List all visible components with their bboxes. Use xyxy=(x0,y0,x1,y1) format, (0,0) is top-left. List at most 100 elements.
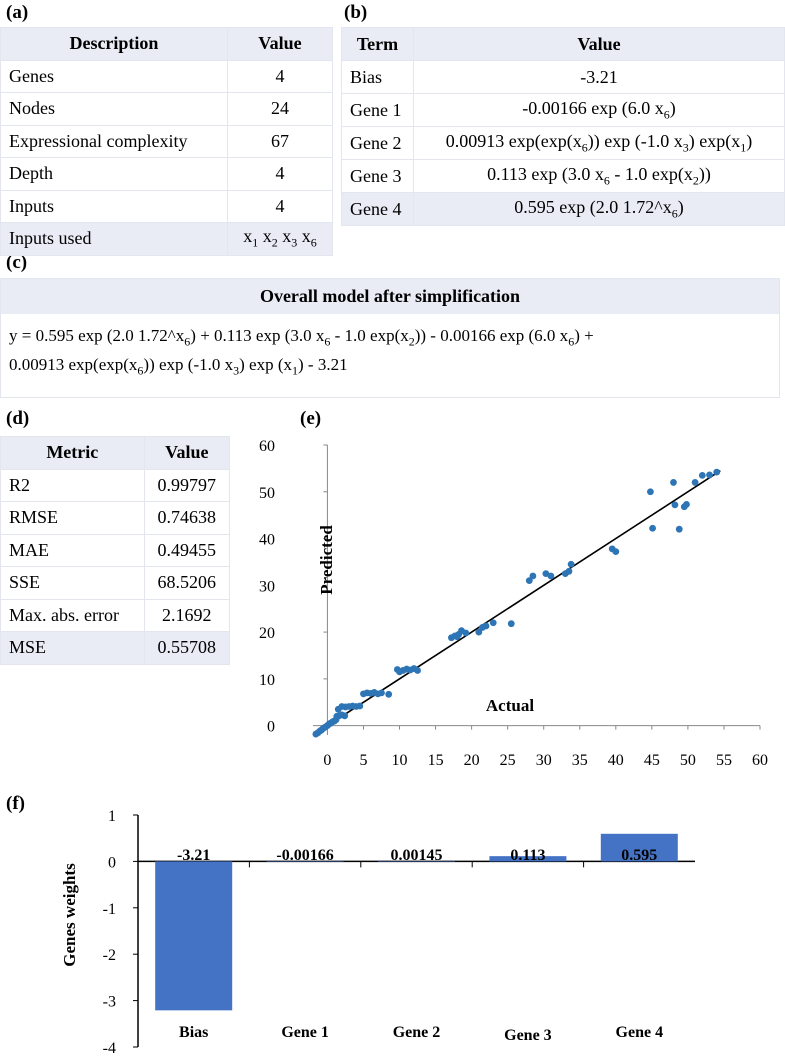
x-tick-label: 5 xyxy=(359,752,367,769)
data-point xyxy=(525,577,533,585)
data-point xyxy=(612,548,620,556)
bar-category-label: Bias xyxy=(179,1024,208,1041)
data-point xyxy=(670,479,677,486)
metric-label: Max. abs. error xyxy=(0,598,145,632)
x-tick-label: 40 xyxy=(608,752,624,769)
row-label: Expressional complexity xyxy=(0,124,228,158)
bar-data-label: -0.00166 xyxy=(276,847,333,864)
data-point xyxy=(706,471,713,479)
panel-label-e: (e) xyxy=(300,408,322,429)
header-value: Value xyxy=(413,27,785,61)
bar-y-tick-label: 0 xyxy=(108,854,116,871)
fit-line xyxy=(316,470,721,734)
data-point xyxy=(378,689,385,697)
data-point xyxy=(565,567,573,575)
bar-marks: -3.21 -0.00166 0.00145 0.113 0.595 xyxy=(155,833,678,1011)
x-tick-label: 45 xyxy=(644,752,660,769)
data-point xyxy=(489,619,497,627)
data-point xyxy=(453,633,461,641)
bar-category-label: Gene 2 xyxy=(393,1024,441,1041)
bar-y-label: Genes weights xyxy=(60,863,79,967)
data-point xyxy=(547,572,555,580)
term-value: -3.21 xyxy=(413,60,785,94)
x-tick-label: 20 xyxy=(464,752,480,769)
bar-category-label: Gene 1 xyxy=(281,1024,329,1041)
header-value: Value xyxy=(226,27,334,61)
panel-label-a: (a) xyxy=(6,2,29,23)
table-row: Inputs used x1 x2 x3 x6 xyxy=(0,222,334,256)
row-value: 4 xyxy=(226,189,334,223)
bar-y-tick-label: -1 xyxy=(103,901,116,918)
y-tick-label: 30 xyxy=(259,578,275,595)
overall-model-title: Overall model after simplification xyxy=(1,279,779,314)
table-row: R2 0.99797 xyxy=(0,468,231,502)
term-label: Gene 1 xyxy=(341,93,414,127)
data-point xyxy=(691,479,699,486)
data-point xyxy=(698,472,706,479)
table-row: Bias -3.21 xyxy=(341,60,785,94)
table-row: Genes 4 xyxy=(0,59,334,93)
data-point xyxy=(482,622,490,630)
data-point xyxy=(475,628,483,636)
x-tick-label: 50 xyxy=(680,752,696,769)
inputs-used-value: x1 x2 x3 x6 xyxy=(226,222,334,256)
bar-data-label: 0.113 xyxy=(510,847,545,864)
metric-label: RMSE xyxy=(0,501,145,535)
table-row: Inputs 4 xyxy=(0,189,334,223)
data-point xyxy=(356,702,364,710)
row-label: Genes xyxy=(0,59,228,93)
bar-category-label: Gene 3 xyxy=(504,1027,552,1044)
term-value: 0.113 exp (3.0 x6 - 1.0 exp(x2)) xyxy=(413,159,785,193)
term-label: Gene 3 xyxy=(341,159,414,193)
model-description-table: Description Value Genes 4 Nodes 24 Expre… xyxy=(0,27,334,256)
bar-y-tick-label: -3 xyxy=(103,994,116,1011)
bar-y-tick-label: -4 xyxy=(103,1040,116,1057)
term-value: 0.595 exp (2.0 1.72^x6) xyxy=(413,192,785,226)
row-value: 4 xyxy=(226,59,334,93)
overall-model-formula: y = 0.595 exp (2.0 1.72^x6) + 0.113 exp … xyxy=(9,326,594,378)
bar-data-label: 0.595 xyxy=(621,847,657,864)
data-point xyxy=(542,570,550,578)
row-value: 67 xyxy=(226,124,334,158)
y-tick-label: 50 xyxy=(259,485,275,502)
data-point xyxy=(675,525,683,533)
bar xyxy=(266,861,344,862)
x-tick-label: 35 xyxy=(572,752,588,769)
term-label: Bias xyxy=(341,60,414,94)
row-label: Inputs xyxy=(0,189,228,223)
row-label: Nodes xyxy=(0,92,228,126)
data-point xyxy=(671,501,679,509)
y-tick-label: 0 xyxy=(267,719,275,736)
data-point xyxy=(713,468,721,476)
row-value: 4 xyxy=(226,157,334,191)
bar xyxy=(489,856,567,862)
scatter-axes: 0 5 10 15 20 25 30 35 40 45 50 55 60 0 10 20 30 40 50 60 xyxy=(259,438,768,769)
metric-label: R2 xyxy=(0,468,145,502)
term-label: Gene 2 xyxy=(341,126,414,160)
x-tick-label: 10 xyxy=(392,752,408,769)
table-row: Nodes 24 xyxy=(0,92,334,126)
metric-value: 68.5206 xyxy=(143,566,231,600)
table-row: MSE 0.55708 xyxy=(0,631,231,665)
table-row: Gene 4 0.595 exp (2.0 1.72^x6) xyxy=(341,192,785,226)
table-row: Max. abs. error 2.1692 xyxy=(0,598,231,632)
bar-y-tick-label: 1 xyxy=(108,808,116,825)
x-tick-label: 60 xyxy=(752,752,768,769)
bar xyxy=(155,861,233,1011)
data-point xyxy=(683,501,690,508)
bar-data-label: -3.21 xyxy=(177,847,210,864)
bar-category-label: Gene 4 xyxy=(616,1024,664,1041)
metrics-table: Metric Value R2 0.99797 RMSE 0.74638 MAE 0.… xyxy=(0,436,231,665)
x-tick-label: 30 xyxy=(536,752,552,769)
scatter-x-label: Actual xyxy=(486,696,534,715)
data-point xyxy=(462,629,470,637)
bar-chart: 1 0 -1 -2 -3 -4 Bias Gene 1 Gene 2 Gene 3 Gene 4 -… xyxy=(60,808,695,1057)
data-point xyxy=(647,488,654,496)
y-tick-label: 20 xyxy=(259,625,275,642)
table-row: Expressional complexity 67 xyxy=(0,124,334,158)
header-description: Description xyxy=(0,27,228,61)
header-value: Value xyxy=(143,436,231,470)
y-tick-label: 10 xyxy=(259,672,275,689)
header-metric: Metric xyxy=(0,436,145,470)
metric-label: MAE xyxy=(0,533,145,567)
